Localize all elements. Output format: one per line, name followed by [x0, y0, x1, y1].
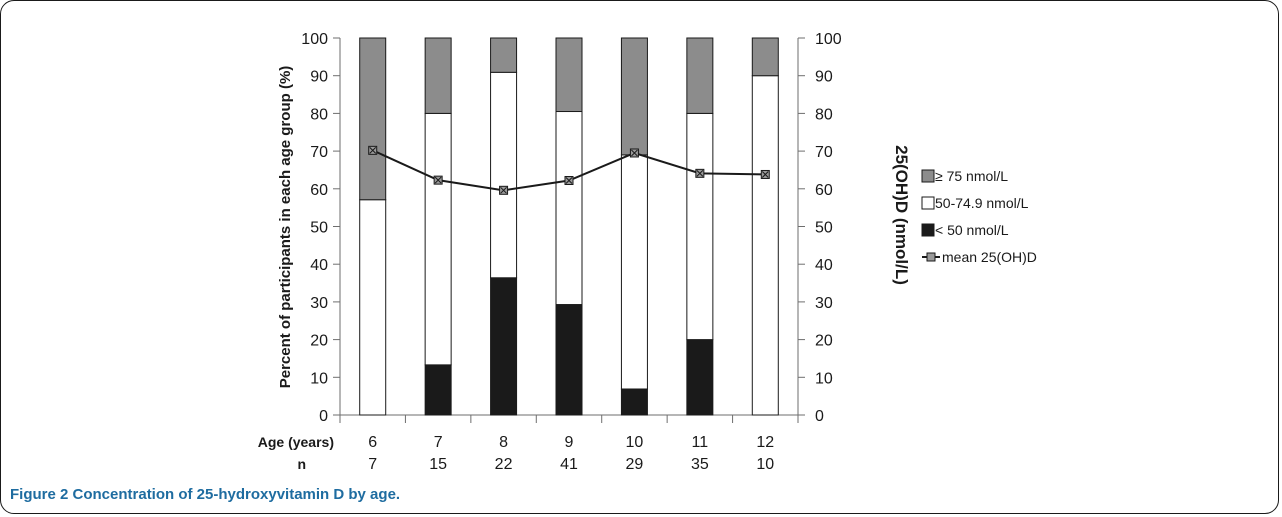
bar-segment [490, 71, 518, 279]
legend-marker [926, 252, 936, 262]
bar-segment [359, 37, 387, 201]
y-tick-label-left: 10 [310, 370, 328, 387]
y-tick-label-right: 70 [815, 144, 833, 161]
y-axis-title-right: 25(OH)D (nmol/L) [892, 145, 911, 285]
bar-segment [620, 154, 648, 390]
y-tick-label-right: 20 [815, 333, 833, 350]
bar-segment [359, 199, 387, 416]
n-label: 10 [756, 456, 774, 473]
mean-marker-cross [696, 169, 704, 177]
figure-caption: Figure 2 Concentration of 25-hydroxyvita… [10, 486, 401, 503]
legend-swatch [921, 196, 935, 210]
bar-segment [490, 277, 518, 416]
x-tick-label: 6 [368, 434, 377, 451]
y-tick-label-right: 50 [815, 220, 833, 237]
y-tick-label-right: 0 [815, 408, 824, 425]
bar-segment [424, 37, 452, 114]
bar-segment [686, 339, 714, 416]
mean-marker-cross [761, 171, 769, 178]
legend-label: mean 25(OH)D [942, 249, 1037, 265]
x-tick-label: 7 [434, 434, 443, 451]
mean-marker-cross [565, 177, 573, 184]
x-tick-label: 8 [499, 434, 508, 451]
n-label: 35 [691, 456, 709, 473]
x-tick-label: 12 [756, 434, 774, 451]
x-tick-label: 10 [626, 434, 644, 451]
bar-segment [620, 37, 648, 156]
y-tick-label-right: 10 [815, 370, 833, 387]
bar-segment [620, 388, 648, 416]
mean-marker-cross [500, 186, 507, 194]
y-tick-label-left: 100 [301, 31, 328, 48]
mean-marker-cross [434, 176, 442, 184]
bar-segment [424, 364, 452, 416]
y-tick-label-left: 0 [319, 408, 328, 425]
y-tick-label-right: 90 [815, 69, 833, 86]
y-tick-label-left: 40 [310, 257, 328, 274]
age-row-label: Age (years) [258, 434, 334, 450]
legend-swatch [921, 223, 935, 237]
y-tick-label-left: 30 [310, 295, 328, 312]
n-label: 41 [560, 456, 578, 473]
n-label: 22 [495, 456, 513, 473]
bar-segment [490, 37, 518, 73]
bar-segment [686, 112, 714, 341]
y-tick-label-left: 20 [310, 333, 328, 350]
y-axis-title-left: Percent of participants in each age grou… [277, 66, 294, 389]
bar-segment [555, 304, 583, 416]
y-tick-label-left: 90 [310, 69, 328, 86]
bar-segment [751, 75, 779, 416]
y-tick-label-right: 60 [815, 182, 833, 199]
legend-label: < 50 nmol/L [935, 222, 1009, 238]
y-tick-label-right: 30 [815, 295, 833, 312]
y-tick-label-right: 40 [815, 257, 833, 274]
y-tick-label-left: 80 [310, 106, 328, 123]
bar-segment [424, 112, 452, 366]
legend-label: ≥ 75 nmol/L [935, 168, 1008, 184]
mean-marker-cross [369, 146, 377, 154]
x-tick-label: 11 [692, 434, 709, 451]
bar-segment [686, 37, 714, 114]
bar-segment [751, 37, 779, 77]
n-row-label: n [297, 456, 306, 472]
n-label: 15 [429, 456, 447, 473]
y-tick-label-left: 60 [310, 182, 328, 199]
n-label: 7 [368, 456, 377, 473]
y-tick-label-right: 100 [815, 31, 842, 48]
y-tick-label-left: 50 [310, 220, 328, 237]
n-label: 29 [626, 456, 644, 473]
y-tick-label-left: 70 [310, 144, 328, 161]
legend-swatch [921, 169, 935, 183]
x-tick-label: 9 [565, 434, 574, 451]
legend-label: 50-74.9 nmol/L [935, 195, 1029, 211]
bar-segment [555, 37, 583, 113]
mean-marker-cross [631, 149, 638, 157]
bar-segment [555, 111, 583, 306]
y-tick-label-right: 80 [815, 106, 833, 123]
